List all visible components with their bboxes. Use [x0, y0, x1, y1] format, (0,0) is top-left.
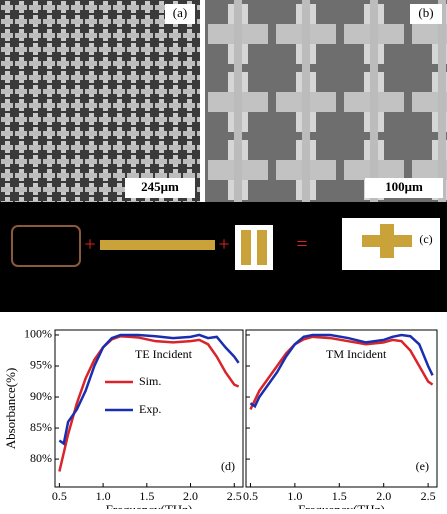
x-axis-label: Frequency(THz) [106, 502, 193, 509]
scale-bar: 245μm [141, 179, 179, 194]
legend-label: Sim. [139, 374, 161, 388]
panel-label: (e) [416, 459, 429, 473]
y-tick-label: 80% [30, 451, 52, 465]
series-line [249, 335, 434, 410]
series-line [249, 333, 434, 409]
panel-label: (b) [418, 5, 433, 20]
annotation: TE Incident [135, 347, 193, 361]
axes-frame [54, 329, 244, 488]
x-axis-label: Frequency(THz) [298, 502, 385, 509]
axes-frame [245, 329, 438, 488]
x-tick-label: 2.0 [376, 489, 391, 503]
absorber-cross [380, 224, 394, 258]
sem-image-a [0, 0, 200, 202]
reflector-box [11, 225, 81, 267]
resonator-piece [257, 230, 267, 265]
x-tick-label: 1.5 [332, 489, 347, 503]
y-tick-label: 85% [30, 420, 52, 434]
sem-image-b [205, 0, 447, 202]
resonator-piece [241, 230, 251, 265]
resonator-box [235, 225, 273, 270]
resonator-bar [100, 240, 215, 250]
equals: = [296, 234, 307, 256]
plus: + [84, 234, 95, 256]
x-tick-label: 1.0 [287, 489, 302, 503]
panel-label: (a) [173, 5, 187, 20]
scale-box [125, 178, 195, 198]
series-line [58, 333, 240, 446]
annotation: TM Incident [326, 347, 387, 361]
panel-label: (c) [419, 232, 432, 246]
x-tick-label: 2.5 [227, 489, 242, 503]
series-line [58, 334, 240, 472]
scale-bar: 100μm [385, 179, 423, 194]
y-tick-label: 95% [30, 358, 52, 372]
label-box [165, 4, 195, 24]
y-tick-label: 90% [30, 389, 52, 403]
x-tick-label: 2.5 [421, 489, 436, 503]
scale-box [365, 178, 443, 198]
x-tick-label: 0.5 [52, 489, 67, 503]
x-tick-label: 1.5 [139, 489, 154, 503]
panel-label: (d) [221, 459, 235, 473]
x-tick-label: 1.0 [96, 489, 111, 503]
y-tick-label: 100% [24, 327, 52, 341]
legend-label: Exp. [139, 402, 161, 416]
x-tick-label: 0.5 [243, 489, 258, 503]
label-box [410, 4, 442, 24]
plus: + [218, 234, 229, 256]
x-tick-label: 2.0 [183, 489, 198, 503]
y-axis-label: Absorbance(%) [3, 368, 18, 450]
